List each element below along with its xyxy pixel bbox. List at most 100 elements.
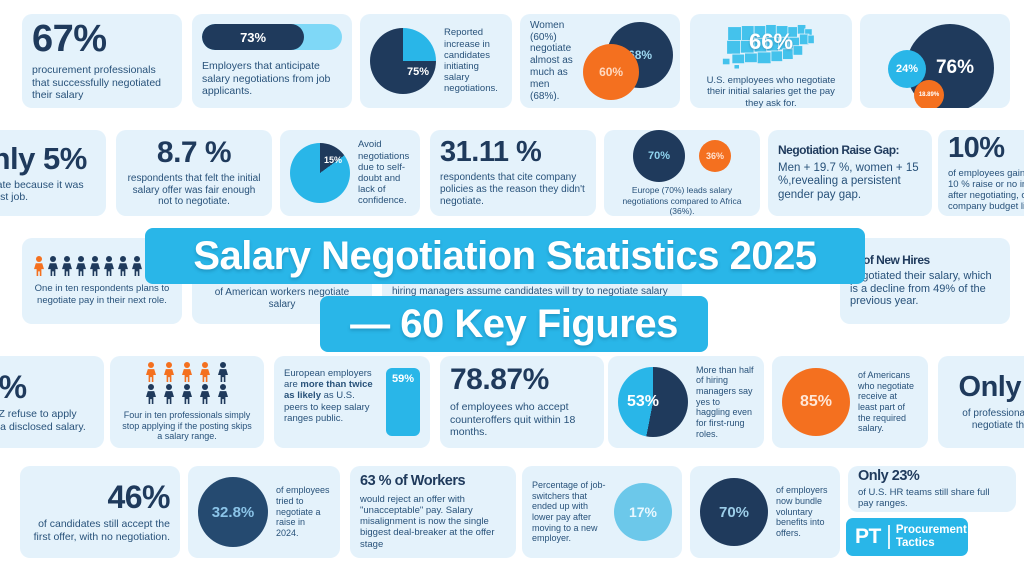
stat-caption: Reported increase in candidates initiati… [444,27,498,95]
card-body: 67% procurement professionals that succe… [32,20,172,101]
card-body: % of New Hires negotiated their salary, … [850,246,1000,316]
card-only-4-negotiate: Only 4% of professionals always negotiat… [938,356,1024,448]
card-body: 8.7 % respondents that felt the initial … [126,135,262,208]
title-banner-line1: Salary Negotiation Statistics 2025 [145,228,865,284]
stat-caption: of Americans who negotiate receive at le… [858,370,915,434]
card-americans-receive-part: 85% of Americans who negotiate receive a… [772,356,928,448]
bubble-18: 18.89% [914,80,944,108]
stat-caption: Women (60%) negotiate almost as much as … [530,19,573,102]
brand-logo[interactable]: PT Procurement Tactics [846,518,968,556]
progress-bar-fill [202,24,305,51]
bubble-africa-36: 36% [699,140,731,173]
card-body: Women (60%) negotiate almost as much as … [530,19,674,102]
card-four-in-ten-stop-applying: Four in ten professionals simply stop ap… [110,356,264,448]
card-heading: % of New Hires [850,252,930,267]
card-reported-increase-initiating: 75% Reported increase in candidates init… [360,14,512,108]
stat-caption: of professionals always negotiate their … [962,407,1024,431]
card-women-vs-men: Women (60%) negotiate almost as much as … [520,14,680,108]
card-body: 58% of Gen Z refuse to apply without a d… [0,364,94,440]
bubble-85-label: 85% [799,393,833,410]
stat-caption: European employers are more than twice a… [284,368,373,424]
person-icon [199,384,211,405]
card-body: 10% of employees gain less than a 10 % r… [948,133,1024,212]
person-icon [217,362,229,383]
vertical-bar-label: 59% [391,373,415,385]
person-icon [181,384,193,405]
progress-bar-value: 73% [240,29,267,45]
card-body: 70% 36% Europe (70%) leads salary negoti… [614,130,750,216]
card-get-pay-they-ask: 76% 24% 18.89% [860,14,1010,108]
person-icon [145,384,157,405]
pie-chart-15: 15% [290,143,350,203]
card-body: 73% Employers that anticipate salary neg… [202,22,342,100]
person-icon [163,362,175,383]
stat-value: 10% [948,131,1005,164]
bubble-europe-label: 70% [647,150,671,163]
person-icon [181,362,193,383]
card-body: 66% U.S. employees who negotiate their i… [700,22,842,108]
stat-caption: of Gen Z refuse to apply without a discl… [0,408,86,433]
person-icon [217,384,229,405]
map-value-label: 66% [748,29,794,55]
card-body: 53% More than half of hiring managers sa… [618,364,754,440]
card-body: Four in ten professionals simply stop ap… [120,362,254,442]
title-line1-text: Salary Negotiation Statistics 2025 [193,233,817,278]
stat-caption: One in ten respondents plans to negotiat… [34,283,170,306]
card-heading: Only 23% [858,468,920,485]
stat-caption: of employees tried to negotiate a raise … [276,485,330,538]
stat-value: 31.11 % [440,136,542,169]
stat-caption: of U.S. HR teams still share full pay ra… [858,486,990,509]
card-body: 32.8% of employees tried to negotiate a … [198,474,330,550]
bubble-africa-label: 36% [705,151,724,162]
venn-orange-label: 60% [599,65,624,79]
card-first-job-no-negotiate: Only 5% negotiate because it was their f… [0,130,106,216]
bubble-32-8-label: 32.8% [211,503,255,521]
stat-caption: Four in ten professionals simply stop ap… [122,410,252,442]
venn-circle-orange: 60% [583,44,640,100]
stat-caption: would reject an offer with "unacceptable… [360,493,495,550]
card-body: 70% of employers now bundle voluntary be… [700,474,830,550]
person-icon [131,256,143,277]
card-us-employees-asked-pay: 66% U.S. employees who negotiate their i… [690,14,852,108]
person-icon [89,256,101,277]
progress-bar-73: 73% [202,24,342,51]
vertical-bar-59: 59% [386,368,420,436]
stat-value: Only 4% [958,370,1024,403]
card-body: 85% of Americans who negotiate receive a… [782,364,918,440]
logo-word-1: Procurement [895,523,967,536]
stat-caption: of employees who accept counteroffers qu… [450,401,576,439]
person-icon [199,362,211,383]
card-counteroffer-quit: 78.87% of employees who accept counterof… [440,356,604,448]
person-icon [117,256,129,277]
logo-word-2: Tactics [895,537,935,549]
person-icon [61,256,73,277]
bubble-pair: 70% 36% [614,130,750,183]
stat-caption: negotiated their salary, which is a decl… [850,269,992,308]
stat-caption: Europe (70%) leads salary negotiations c… [622,185,742,216]
title-banner-line2: — 60 Key Figures [320,296,708,352]
stat-caption: of American workers negotiate salary [214,286,350,310]
pie-chart-75: 75% [370,28,436,94]
stat-caption: negotiate because it was their first job… [0,178,84,203]
stat-value: 8.7 % [156,135,232,169]
people-icon-grid [139,362,235,405]
card-gen-z-no-disclosed-salary: 58% of Gen Z refuse to apply without a d… [0,356,104,448]
card-europe-vs-africa: 70% 36% Europe (70%) leads salary negoti… [604,130,760,216]
stat-caption: U.S. employees who negotiate their initi… [706,75,836,108]
card-body: Negotiation Raise Gap: Men + 19.7 %, wom… [778,138,922,208]
card-company-policies-reason: 31.11 % respondents that cite company po… [430,130,596,216]
stat-caption: Employers that anticipate salary negotia… [202,60,331,98]
person-icon [145,362,157,383]
stat-caption: of candidates still accept the first off… [33,518,170,543]
card-body: 15% Avoid negotiations due to self-doubt… [290,138,410,208]
card-accept-first-offer: 46% of candidates still accept the first… [20,466,180,558]
card-body: Only 5% negotiate because it was their f… [0,138,96,208]
card-negotiation-raise-gap: Negotiation Raise Gap: Men + 19.7 %, wom… [768,130,932,216]
stat-value: 46% [107,479,170,516]
card-hr-share-pay-ranges: Only 23% of U.S. HR teams still share fu… [848,466,1016,512]
stat-value: Only 5% [0,140,87,176]
card-self-doubt-avoid: 15% Avoid negotiations due to self-doubt… [280,130,420,216]
logo-mark: PT [855,525,881,548]
card-hiring-managers-haggle: 53% More than half of hiring managers sa… [608,356,764,448]
